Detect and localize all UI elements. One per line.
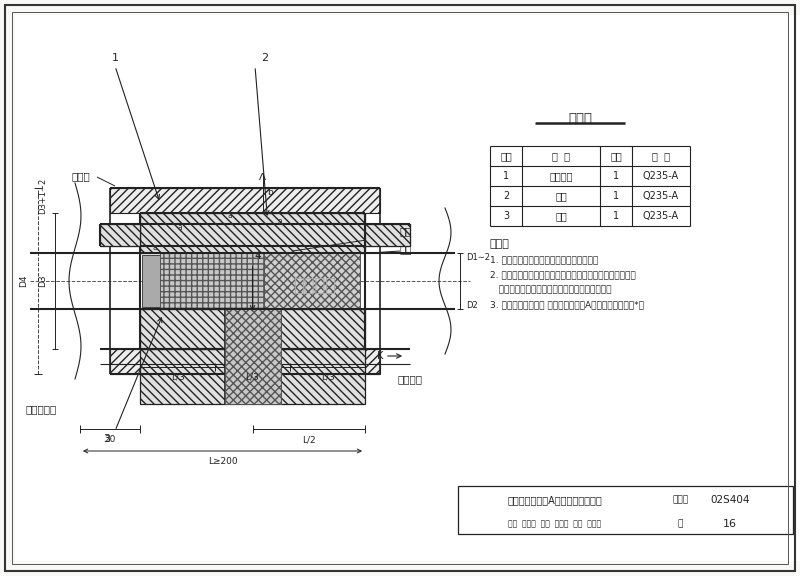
Text: 20: 20 bbox=[104, 435, 116, 445]
Text: 石棉水泥: 石棉水泥 bbox=[398, 374, 423, 384]
Text: L/3: L/3 bbox=[321, 373, 334, 381]
Text: 无毒密封膏: 无毒密封膏 bbox=[25, 404, 56, 414]
Text: 页: 页 bbox=[678, 520, 683, 529]
Text: 材料表: 材料表 bbox=[568, 112, 592, 124]
Text: 图集号: 图集号 bbox=[673, 495, 689, 505]
Text: 说明：: 说明： bbox=[490, 239, 510, 249]
Text: D2: D2 bbox=[466, 301, 478, 309]
Text: 3. 其他要求见本图集 刚性防水套管（A型）安装图（一）*。: 3. 其他要求见本图集 刚性防水套管（A型）安装图（一）*。 bbox=[490, 301, 644, 309]
Text: 16: 16 bbox=[723, 519, 737, 529]
Text: 2: 2 bbox=[503, 191, 509, 201]
Text: b: b bbox=[268, 188, 274, 197]
Bar bbox=[458, 486, 793, 534]
Text: 数量: 数量 bbox=[610, 151, 622, 161]
Text: 1: 1 bbox=[503, 171, 509, 181]
Bar bbox=[142, 255, 160, 307]
Text: 1: 1 bbox=[613, 171, 619, 181]
Bar bbox=[110, 188, 380, 213]
Text: 1: 1 bbox=[111, 53, 118, 63]
Text: 油麻: 油麻 bbox=[400, 226, 413, 236]
Text: 材  料: 材 料 bbox=[652, 151, 670, 161]
Text: 久安管道: 久安管道 bbox=[294, 277, 337, 295]
Text: a: a bbox=[153, 244, 158, 252]
Text: 序号: 序号 bbox=[500, 151, 512, 161]
Text: L≥200: L≥200 bbox=[208, 457, 238, 467]
Text: 1. 本图适用于饮用水水池防水套管的安装。: 1. 本图适用于饮用水水池防水套管的安装。 bbox=[490, 256, 598, 264]
Text: L/3: L/3 bbox=[246, 373, 259, 381]
Text: L/2: L/2 bbox=[302, 435, 315, 445]
Text: 刚性防水套管（A型）安装图（二）: 刚性防水套管（A型）安装图（二） bbox=[508, 495, 602, 505]
Bar bbox=[140, 213, 365, 253]
Text: a: a bbox=[278, 217, 282, 225]
Text: 过水面: 过水面 bbox=[72, 171, 90, 181]
Text: Q235-A: Q235-A bbox=[643, 191, 679, 201]
Text: 3: 3 bbox=[103, 434, 110, 444]
Text: 名  称: 名 称 bbox=[552, 151, 570, 161]
Text: 挡圈: 挡圈 bbox=[555, 211, 567, 221]
Text: D3: D3 bbox=[38, 275, 47, 287]
Bar bbox=[264, 253, 360, 309]
Text: 02S404: 02S404 bbox=[710, 495, 750, 505]
Text: 1: 1 bbox=[613, 191, 619, 201]
Bar bbox=[110, 349, 380, 374]
Text: 4: 4 bbox=[254, 251, 261, 261]
Bar bbox=[140, 349, 365, 404]
Text: D3+1∼2: D3+1∼2 bbox=[38, 178, 47, 214]
Bar bbox=[140, 309, 365, 349]
Text: 钢制套管: 钢制套管 bbox=[550, 171, 573, 181]
Text: 翼环: 翼环 bbox=[555, 191, 567, 201]
Text: a: a bbox=[178, 223, 182, 233]
Text: D1∼2: D1∼2 bbox=[466, 252, 490, 262]
Text: 各接触面无锈蚀、漆皮、污物，且干净、干燥。: 各接触面无锈蚀、漆皮、污物，且干净、干燥。 bbox=[490, 286, 611, 294]
Text: K: K bbox=[377, 351, 383, 361]
Text: 2: 2 bbox=[262, 53, 269, 63]
Text: 钢管: 钢管 bbox=[400, 244, 413, 254]
Text: L/3: L/3 bbox=[170, 373, 184, 381]
Bar bbox=[225, 309, 281, 404]
Text: 审核  北海跃  校对  沛香峰  设计  钴钒兹: 审核 北海跃 校对 沛香峰 设计 钴钒兹 bbox=[509, 520, 602, 529]
Bar bbox=[365, 224, 410, 246]
Bar bbox=[100, 224, 140, 246]
Text: Q235-A: Q235-A bbox=[643, 211, 679, 221]
Text: Q235-A: Q235-A bbox=[643, 171, 679, 181]
Bar bbox=[160, 253, 264, 309]
Text: a: a bbox=[228, 211, 232, 221]
Text: 3: 3 bbox=[503, 211, 509, 221]
Text: 2. 在石棉水泥填打完毕后进行，填嵌密封膏时，应保证缝内: 2. 在石棉水泥填打完毕后进行，填嵌密封膏时，应保证缝内 bbox=[490, 271, 636, 279]
Text: 1: 1 bbox=[613, 211, 619, 221]
Text: D4: D4 bbox=[19, 275, 29, 287]
